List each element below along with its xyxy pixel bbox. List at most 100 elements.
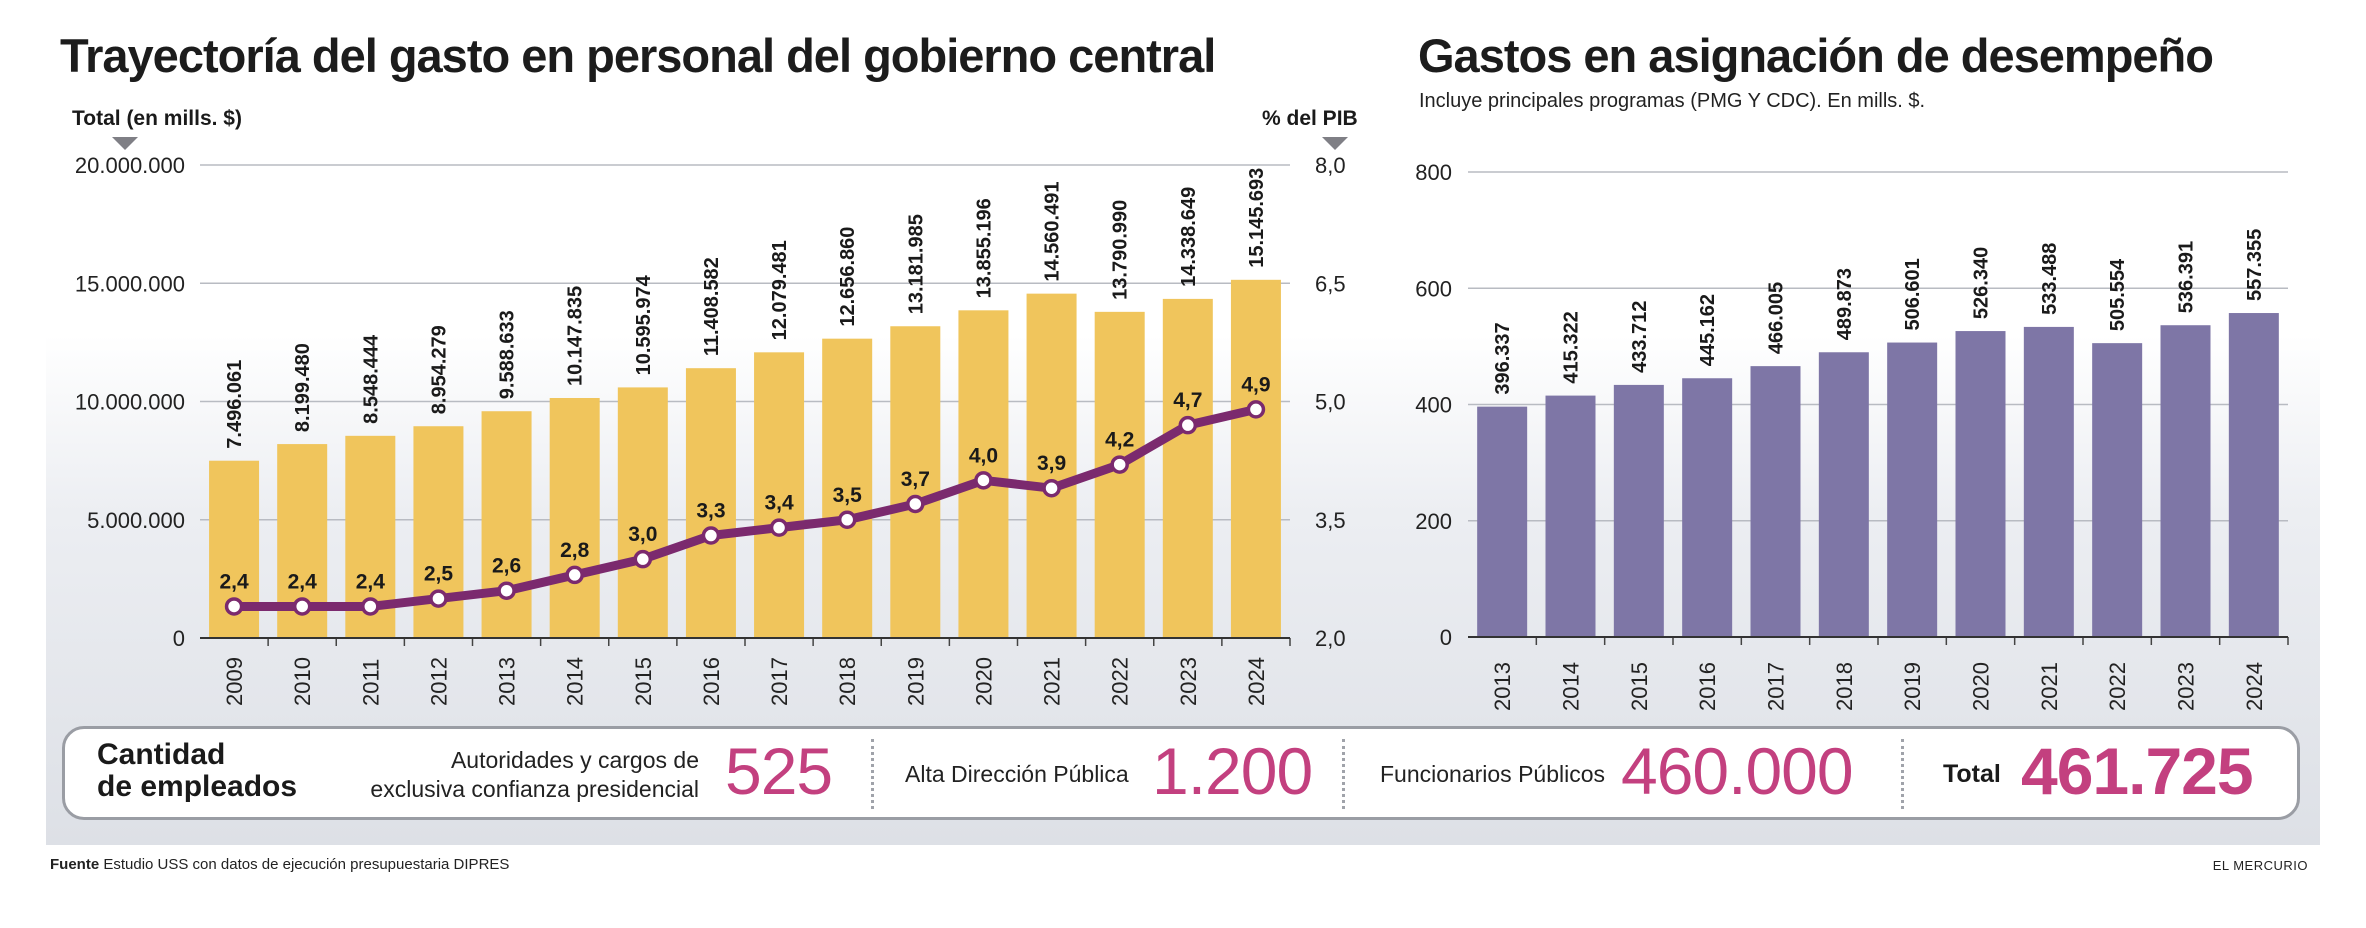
x-tick-label: 2023 [2174,662,2199,711]
source-note: Fuente Estudio USS con datos de ejecució… [50,856,509,873]
line-value-label: 3,0 [628,523,657,546]
line-value-label: 3,9 [1037,452,1066,475]
line-point [1042,478,1061,498]
bar [1818,352,1869,637]
left-axis-title: Total (en mills. $) [72,107,242,130]
x-tick-label: 2016 [699,657,724,706]
bar-value-label: 8.199.480 [292,343,314,432]
line-value-label: 2,4 [288,570,318,593]
gdp-share-line [234,404,1257,611]
x-tick-label: 2015 [631,657,656,706]
y-tick-label: 400 [1415,393,1452,418]
x-tick-label: 2014 [1559,662,1584,711]
x-tick-label: 2012 [426,657,451,706]
bar [754,352,805,638]
x-tick-label: 2021 [1040,657,1065,706]
bar-value-label: 10.595.974 [633,274,655,375]
bar-value-label: 505.554 [2107,258,2129,331]
y2-tick-label: 2,0 [1315,626,1346,651]
line-value-label: 3,7 [901,468,930,491]
x-tick-label: 2019 [1900,662,1925,711]
x-tick-label: 2016 [1695,662,1720,711]
employee-count-panel: Cantidad de empleados Autoridades y carg… [62,726,2300,820]
bar [2228,313,2279,637]
line-point [1110,455,1129,474]
bar [481,411,532,638]
line-value-label: 2,5 [424,563,454,586]
bar [1162,298,1213,638]
line-value-label: 2,8 [560,539,590,562]
bar-value-label: 415.322 [1561,311,1583,383]
x-tick-label: 2018 [1832,662,1857,711]
total-value: 461.725 [2021,734,2254,808]
line-value-label: 4,0 [969,444,998,467]
line-value-label: 4,9 [1241,373,1270,396]
x-tick-label: 2010 [290,657,315,706]
bar [549,398,600,638]
group-authorities-label-line1: Autoridades y cargos de [450,747,699,773]
x-tick-label: 2011 [358,659,383,706]
bar-value-label: 12.656.860 [837,227,859,327]
bar-value-label: 14.338.649 [1178,187,1200,287]
bar [1477,406,1528,637]
employee-count-title: Cantidad de empleados [97,739,297,803]
line-point [361,597,380,616]
x-tick-label: 2009 [222,657,247,706]
bar-value-label: 13.181.985 [905,214,927,314]
line-point [837,510,857,529]
bar [1682,378,1733,637]
x-tick-label: 2015 [1627,662,1652,711]
right-axis-title: % del PIB [1262,107,1358,130]
bar [1613,384,1664,637]
bar [1545,395,1596,637]
y-tick-label: 10.000.000 [75,390,185,415]
bar [890,326,941,638]
bar-value-label: 396.337 [1492,322,1514,394]
line-point [1246,400,1266,419]
bar-value-label: 8.954.279 [428,325,450,414]
x-tick-label: 2020 [1969,662,1994,711]
x-tick-label: 2023 [1176,657,1201,706]
bar-value-label: 11.408.582 [701,257,723,356]
line-value-label: 2,6 [492,555,521,578]
y-tick-label: 200 [1415,509,1452,534]
line-value-label: 2,4 [356,570,386,593]
bar [2023,326,2074,637]
y2-tick-label: 5,0 [1315,390,1346,415]
y-tick-label: 800 [1415,160,1452,185]
left-chart-title: Trayectoría del gasto en personal del go… [60,29,1216,82]
bar-value-label: 13.855.196 [973,198,995,298]
bar-value-label: 15.145.693 [1246,168,1268,268]
y-tick-label: 20.000.000 [75,153,185,178]
group-authorities-label-line2: exclusiva confianza presidencial [370,776,699,802]
bar [2092,343,2143,637]
y2-tick-label: 6,5 [1315,271,1346,296]
x-tick-label: 2017 [767,657,792,706]
x-tick-label: 2019 [903,657,928,706]
y-tick-label: 15.000.000 [75,271,185,296]
bar-value-label: 10.147.835 [565,286,587,386]
line-value-label: 4,2 [1105,429,1134,452]
x-tick-label: 2013 [1490,662,1515,711]
line-point [292,597,312,616]
group-authorities-label: Autoridades y cargos de exclusiva confia… [370,746,699,804]
right-chart-subtitle: Incluye principales programas (PMG Y CDC… [1419,90,1926,112]
line-value-label: 2,4 [219,570,249,593]
line-value-label: 3,5 [833,484,863,507]
source-text: Estudio USS con datos de ejecución presu… [103,856,510,873]
x-tick-label: 2024 [2242,662,2267,711]
line-point [769,518,789,537]
right-axis-marker [1322,137,1348,150]
line-value-label: 3,4 [764,492,794,515]
bar-value-label: 9.588.633 [497,310,519,399]
bar-value-label: 433.712 [1629,301,1651,373]
line-point [224,597,244,616]
bar [822,338,873,638]
x-tick-label: 2013 [495,657,520,706]
y2-tick-label: 8,0 [1315,153,1346,178]
separator [1901,739,1904,809]
publisher-credit: EL MERCURIO [2212,858,2308,873]
bar-value-label: 7.496.061 [224,360,246,449]
line-point [633,549,653,569]
y-tick-label: 0 [173,626,185,651]
